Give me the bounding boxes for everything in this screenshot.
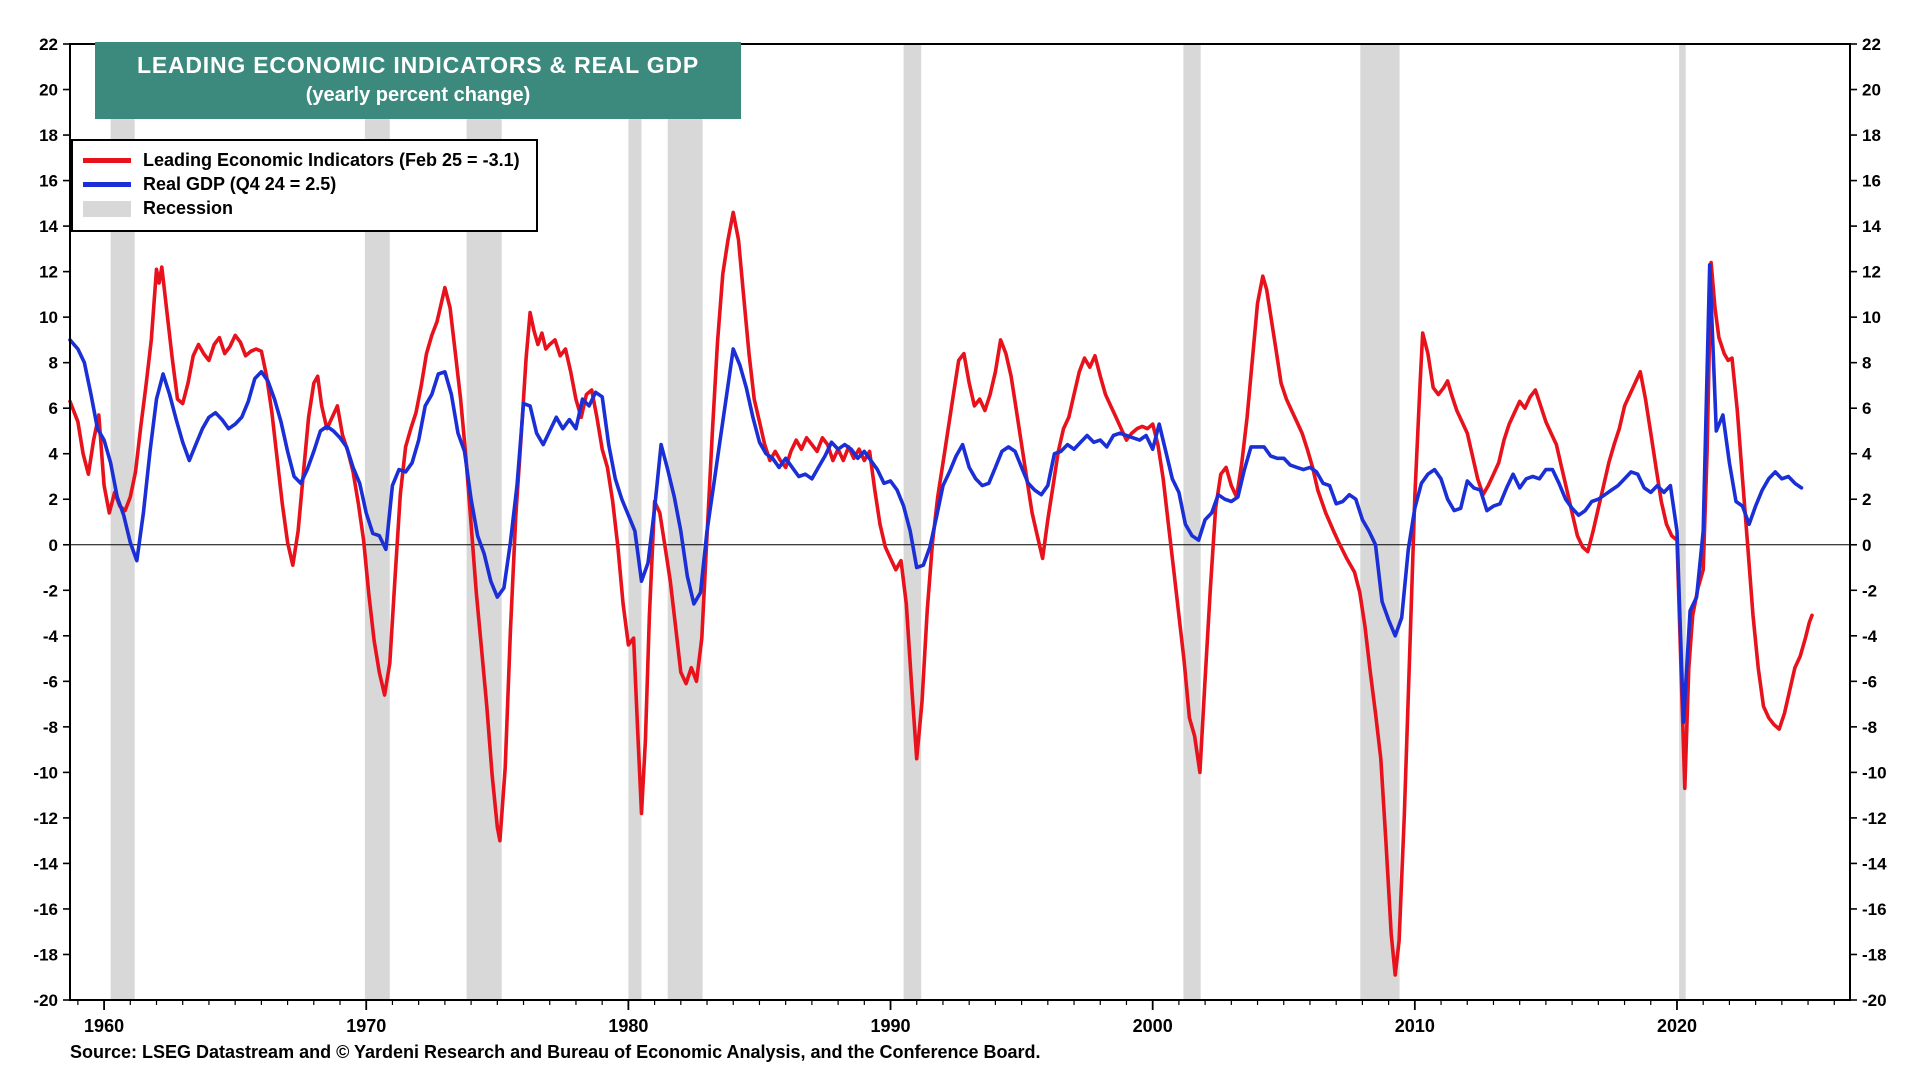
- y-axis-label-right: 0: [1862, 536, 1871, 555]
- y-axis-label-right: -2: [1862, 581, 1877, 600]
- y-axis-label-left: 22: [39, 35, 58, 54]
- y-axis-label-left: -8: [43, 718, 58, 737]
- y-axis-label-right: 20: [1862, 81, 1881, 100]
- legend-item-1: Real GDP (Q4 24 = 2.5): [83, 174, 520, 195]
- y-axis-label-left: 2: [49, 490, 58, 509]
- x-axis-label: 2010: [1395, 1016, 1435, 1036]
- y-axis-label-left: 16: [39, 172, 58, 191]
- y-axis-label-right: -18: [1862, 945, 1887, 964]
- y-axis-label-right: 8: [1862, 354, 1871, 373]
- y-axis-label-left: 20: [39, 81, 58, 100]
- y-axis-label-right: 14: [1862, 217, 1881, 236]
- y-axis-label-left: 6: [49, 399, 58, 418]
- y-axis-label-right: -16: [1862, 900, 1887, 919]
- y-axis-label-left: 8: [49, 354, 58, 373]
- x-axis-label: 1970: [346, 1016, 386, 1036]
- chart-subtitle: (yearly percent change): [305, 84, 531, 106]
- legend-label: Recession: [143, 198, 234, 218]
- x-axis-label: 1980: [608, 1016, 648, 1036]
- y-axis-label-left: 4: [49, 445, 59, 464]
- legend-box: Leading Economic Indicators (Feb 25 = -3…: [71, 139, 538, 232]
- y-axis-label-left: -2: [43, 581, 58, 600]
- y-axis-label-left: -12: [33, 809, 58, 828]
- recession-band: [1360, 44, 1400, 1000]
- y-axis-label-right: 22: [1862, 35, 1881, 54]
- y-axis-label-right: -8: [1862, 718, 1877, 737]
- y-axis-label-left: -6: [43, 672, 58, 691]
- recession-band: [903, 44, 922, 1000]
- legend-label: Leading Economic Indicators (Feb 25 = -3…: [143, 150, 520, 170]
- y-axis-label-left: -14: [33, 854, 58, 873]
- lei-line: [68, 210, 1814, 977]
- x-axis-label: 1960: [84, 1016, 124, 1036]
- y-axis-label-right: 2: [1862, 490, 1871, 509]
- chart-title: LEADING ECONOMIC INDICATORS & REAL GDP: [137, 52, 699, 78]
- y-axis-label-right: 16: [1862, 172, 1881, 191]
- y-axis-label-left: 12: [39, 263, 58, 282]
- y-axis-label-right: 10: [1862, 308, 1881, 327]
- recession-band: [667, 44, 703, 1000]
- source-note: Source: LSEG Datastream and © Yardeni Re…: [70, 1042, 1041, 1062]
- y-axis-label-left: -4: [43, 627, 59, 646]
- y-axis-label-left: -10: [33, 763, 58, 782]
- y-axis-label-right: -6: [1862, 672, 1877, 691]
- y-axis-label-left: -20: [33, 991, 58, 1010]
- y-axis-label-left: -18: [33, 945, 58, 964]
- y-axis-label-right: -12: [1862, 809, 1887, 828]
- y-axis-label-right: -20: [1862, 991, 1887, 1010]
- y-axis-label-left: 14: [39, 217, 58, 236]
- y-axis-label-right: 12: [1862, 263, 1881, 282]
- x-axis-label: 2000: [1133, 1016, 1173, 1036]
- x-axis-label: 2020: [1657, 1016, 1697, 1036]
- legend-recession-swatch: [83, 200, 131, 217]
- chart-title-box: LEADING ECONOMIC INDICATORS & REAL GDP (…: [95, 42, 741, 119]
- y-axis-label-right: 6: [1862, 399, 1871, 418]
- y-axis-label-right: -14: [1862, 854, 1887, 873]
- y-axis-label-left: 0: [49, 536, 58, 555]
- recession-band: [1679, 44, 1686, 1000]
- y-axis-label-left: -16: [33, 900, 58, 919]
- y-axis-label-left: 10: [39, 308, 58, 327]
- gdp-line: [68, 262, 1804, 725]
- y-axis-label-right: -4: [1862, 627, 1878, 646]
- y-axis-label-right: -10: [1862, 763, 1887, 782]
- legend-label: Real GDP (Q4 24 = 2.5): [143, 174, 337, 194]
- legend-line-swatch: [83, 158, 131, 163]
- y-axis-label-left: 18: [39, 126, 58, 145]
- recession-band: [1183, 44, 1201, 1000]
- y-axis-label-right: 18: [1862, 126, 1881, 145]
- plot-border: [69, 43, 1851, 1001]
- y-axis-label-right: 4: [1862, 445, 1872, 464]
- legend-item-0: Leading Economic Indicators (Feb 25 = -3…: [83, 150, 520, 171]
- x-axis-label: 1990: [871, 1016, 911, 1036]
- legend-item-2: Recession: [83, 198, 520, 219]
- legend-line-swatch: [83, 182, 131, 187]
